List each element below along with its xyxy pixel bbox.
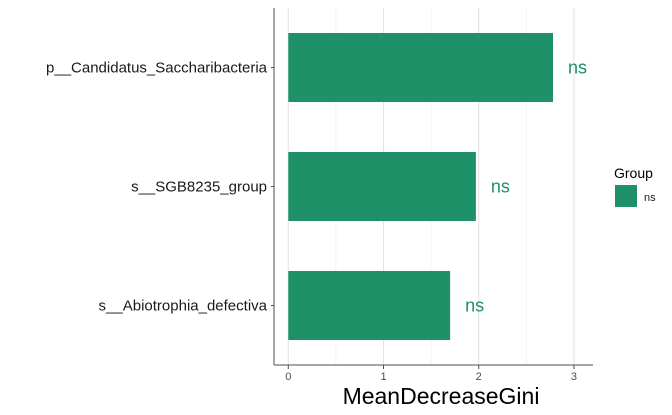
bar-annotations: ns ns ns bbox=[465, 58, 587, 316]
legend-title: Group bbox=[614, 165, 653, 181]
x-tick-label: 1 bbox=[380, 371, 386, 383]
legend: Group ns bbox=[614, 165, 656, 207]
category-label: p__Candidatus_Saccharibacteria bbox=[46, 60, 268, 77]
bar bbox=[288, 32, 554, 103]
significance-label: ns bbox=[491, 177, 510, 197]
bar bbox=[288, 270, 451, 341]
axes: p__Candidatus_Saccharibacteria s__SGB8235… bbox=[46, 8, 593, 383]
category-label: s__SGB8235_group bbox=[131, 179, 267, 196]
x-axis-label: MeanDecreaseGini bbox=[343, 383, 540, 409]
legend-swatch-ns bbox=[615, 185, 637, 207]
x-tick-label: 3 bbox=[571, 371, 577, 383]
x-tick-label: 0 bbox=[285, 371, 291, 383]
category-label: s__Abiotrophia_defectiva bbox=[99, 298, 268, 315]
bar bbox=[288, 151, 476, 222]
significance-label: ns bbox=[465, 296, 484, 316]
significance-label: ns bbox=[568, 58, 587, 78]
x-tick-label: 2 bbox=[476, 371, 482, 383]
bars bbox=[288, 32, 554, 341]
legend-label-ns: ns bbox=[644, 192, 656, 204]
